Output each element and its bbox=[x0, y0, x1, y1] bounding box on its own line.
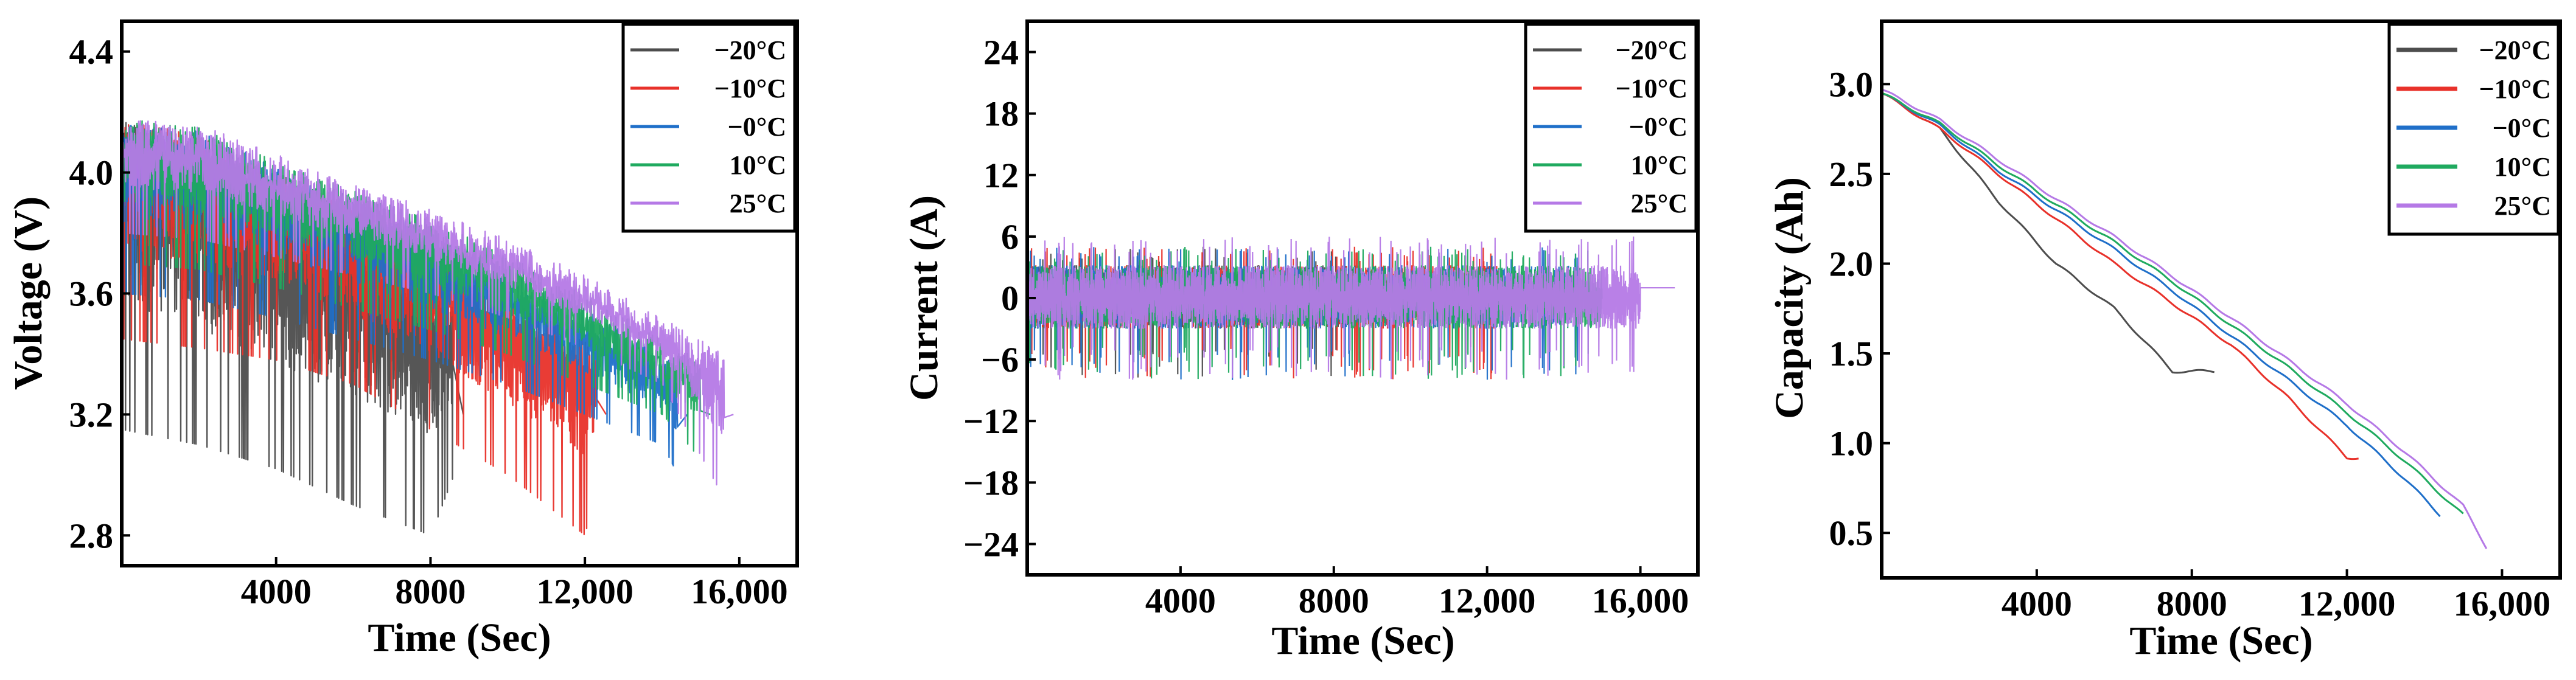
y-tick-label: −6 bbox=[981, 340, 1019, 380]
y-tick-label: 3.2 bbox=[69, 395, 114, 434]
capacity-legend-entry: −20°C bbox=[2396, 35, 2551, 65]
capacity-ticks: 4000 8000 12,000 16,000 0.5 1.0 1.5 2.0 2.5 3.0 bbox=[1829, 64, 2551, 623]
current-legend-label: 25°C bbox=[1631, 189, 1688, 218]
capacity-y-axis-title: Capacity (Ah) bbox=[1767, 177, 1812, 419]
current-ticks: 4000 8000 12,000 16,000 −24 −18 −12 −6 0 6 12 18 24 bbox=[963, 33, 1689, 620]
current-chart: 4000 8000 12,000 16,000−24−18−12−606121824 … bbox=[902, 19, 1700, 663]
current-legend-label: 10°C bbox=[1631, 150, 1688, 180]
x-tick-label: 4000 bbox=[241, 572, 312, 611]
y-tick-label: 3.6 bbox=[69, 274, 114, 314]
current-plot-area bbox=[1026, 236, 1675, 380]
capacity-legend-label: −10°C bbox=[2479, 74, 2551, 104]
y-tick-label: 0 bbox=[1001, 279, 1019, 318]
capacity-legend-label: −0°C bbox=[2493, 113, 2551, 143]
current-legend: −20°C −10°C −0°C 10°C 25°C bbox=[1524, 23, 1698, 233]
current-x-axis-title: Time (Sec) bbox=[1271, 619, 1454, 663]
capacity-series-line bbox=[1881, 92, 2215, 374]
voltage-ticks: 4000 8000 12,000 16,000 2.8 3.2 3.6 4.0 4.4 bbox=[69, 32, 788, 611]
current-series-line bbox=[1026, 236, 1675, 380]
current-legend-entry: −10°C bbox=[1533, 74, 1688, 103]
current-legend-label: −10°C bbox=[1616, 74, 1688, 103]
current-legend-label: −20°C bbox=[1616, 35, 1688, 65]
voltage-y-axis-title: Voltage (V) bbox=[6, 196, 51, 390]
x-tick-label: 16,000 bbox=[1592, 581, 1689, 620]
voltage-legend-entry: −10°C bbox=[630, 74, 786, 103]
capacity-chart: 4000 8000 12,000 16,000 0.5 1.0 1.5 2.0 2.5 3.0 T… bbox=[1767, 19, 2562, 663]
x-tick-label: 8000 bbox=[1299, 581, 1369, 620]
voltage-legend-label: −0°C bbox=[728, 112, 786, 142]
voltage-legend-entry: −20°C bbox=[630, 35, 786, 65]
voltage-x-axis-title: Time (Sec) bbox=[368, 616, 551, 660]
x-tick-label: 12,000 bbox=[536, 572, 634, 611]
y-tick-label: −24 bbox=[963, 524, 1019, 564]
voltage-legend-label: 10°C bbox=[730, 150, 786, 180]
voltage-legend-entry: 25°C bbox=[630, 189, 786, 218]
capacity-plot-area bbox=[1881, 88, 2488, 549]
y-tick-label: 12 bbox=[983, 156, 1019, 195]
voltage-legend-entry: −0°C bbox=[630, 112, 786, 142]
voltage-legend-label: −20°C bbox=[714, 35, 786, 65]
y-tick-label: 3.0 bbox=[1829, 64, 1874, 104]
capacity-x-axis-title: Time (Sec) bbox=[2129, 619, 2312, 663]
y-tick-label: 2.5 bbox=[1829, 154, 1874, 194]
y-tick-label: 1.5 bbox=[1829, 334, 1874, 373]
capacity-series-line bbox=[1881, 92, 2359, 460]
capacity-plot-frame bbox=[1880, 19, 2562, 580]
x-tick-label: 8000 bbox=[2157, 584, 2227, 623]
capacity-legend-label: 10°C bbox=[2494, 152, 2551, 182]
capacity-legend-entry: 10°C bbox=[2396, 152, 2551, 182]
y-tick-label: 24 bbox=[983, 33, 1019, 72]
x-tick-label: 4000 bbox=[2002, 584, 2072, 623]
voltage-legend-entry: 10°C bbox=[630, 150, 786, 180]
capacity-legend-entry: −10°C bbox=[2396, 74, 2551, 104]
current-legend-entry: −0°C bbox=[1533, 112, 1688, 142]
voltage-plot-area bbox=[120, 120, 734, 535]
capacity-legend-entry: 25°C bbox=[2396, 191, 2551, 221]
y-tick-label: −18 bbox=[963, 463, 1019, 502]
current-legend-entry: 10°C bbox=[1533, 150, 1688, 180]
capacity-series-line bbox=[1881, 88, 2488, 549]
y-tick-label: 2.8 bbox=[69, 516, 114, 555]
y-tick-label: 4.0 bbox=[69, 153, 114, 193]
current-legend-entry: 25°C bbox=[1533, 189, 1688, 218]
capacity-legend: −20°C −10°C −0°C 10°C 25°C bbox=[2387, 23, 2560, 236]
y-tick-label: 6 bbox=[1001, 217, 1019, 257]
current-legend-label: −0°C bbox=[1629, 112, 1688, 142]
y-tick-label: 4.4 bbox=[69, 32, 114, 72]
current-y-axis-title: Current (A) bbox=[902, 195, 946, 401]
x-tick-label: 12,000 bbox=[2299, 584, 2396, 623]
voltage-legend: −20°C −10°C −0°C 10°C 25°C bbox=[621, 23, 797, 233]
capacity-series-line bbox=[1881, 92, 2441, 518]
capacity-legend-label: −20°C bbox=[2479, 35, 2551, 65]
x-tick-label: 12,000 bbox=[1439, 581, 1536, 620]
voltage-chart: 4000 8000 12,000 16,000 2.8 3.2 3.6 4.0 4.4 Time… bbox=[6, 19, 799, 660]
x-tick-label: 4000 bbox=[1145, 581, 1216, 620]
y-tick-label: 2.0 bbox=[1829, 244, 1874, 283]
y-tick-label: 18 bbox=[983, 94, 1019, 134]
capacity-legend-label: 25°C bbox=[2494, 191, 2551, 221]
capacity-legend-entry: −0°C bbox=[2396, 113, 2551, 143]
x-tick-label: 16,000 bbox=[2454, 584, 2551, 623]
y-tick-label: 1.0 bbox=[1829, 424, 1874, 463]
x-tick-label: 16,000 bbox=[691, 572, 788, 611]
y-tick-label: 0.5 bbox=[1829, 513, 1874, 553]
voltage-legend-label: −10°C bbox=[714, 74, 786, 103]
y-tick-label: −12 bbox=[963, 401, 1019, 441]
current-legend-entry: −20°C bbox=[1533, 35, 1688, 65]
capacity-series-line bbox=[1881, 92, 2464, 515]
x-tick-label: 8000 bbox=[395, 572, 466, 611]
voltage-legend-label: 25°C bbox=[730, 189, 786, 218]
voltage-series-line bbox=[120, 120, 734, 486]
